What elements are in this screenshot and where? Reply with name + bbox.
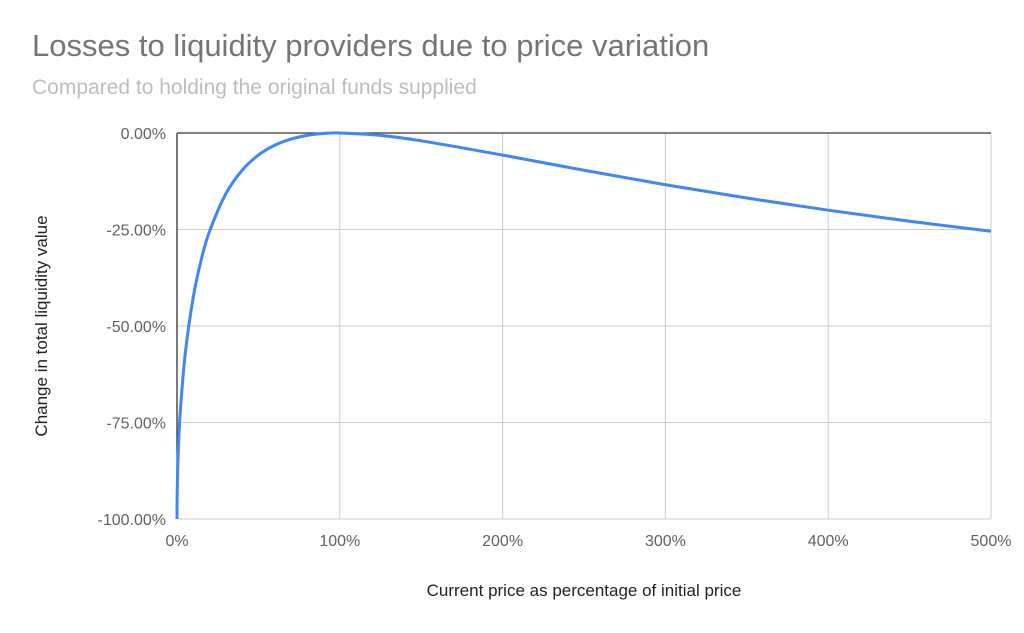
- x-tick-label: 200%: [482, 533, 523, 550]
- x-tick-label: 500%: [971, 533, 1012, 550]
- y-tick-label: -50.00%: [106, 319, 166, 336]
- x-tick-label: 100%: [319, 533, 360, 550]
- x-tick-label: 300%: [645, 533, 686, 550]
- series-line: [175, 131, 992, 520]
- chart-title: Losses to liquidity providers due to pri…: [32, 28, 710, 63]
- y-tick-label: 0.00%: [121, 126, 166, 143]
- y-tick-label: -100.00%: [98, 512, 167, 529]
- y-axis-label: Change in total liquidity value: [32, 215, 51, 436]
- y-tick-label: -25.00%: [106, 223, 166, 240]
- x-tick-label: 400%: [808, 533, 849, 550]
- x-tick-label: 0%: [165, 533, 188, 550]
- chart-subtitle: Compared to holding the original funds s…: [32, 76, 477, 99]
- x-axis-label: Current price as percentage of initial p…: [427, 581, 742, 600]
- y-tick-label: -75.00%: [106, 416, 166, 433]
